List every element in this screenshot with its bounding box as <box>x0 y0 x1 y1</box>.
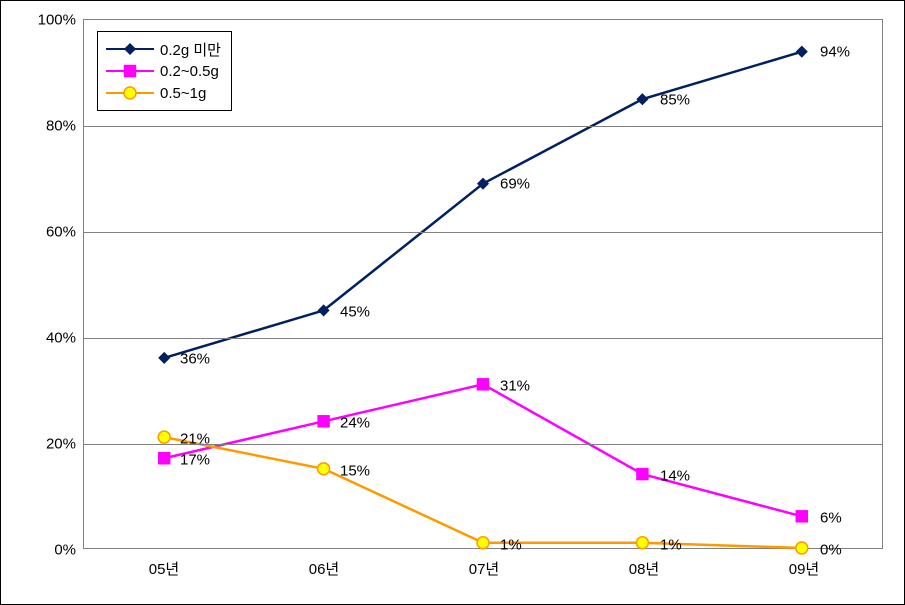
legend-marker-icon <box>122 41 138 57</box>
data-marker <box>637 469 648 480</box>
gridline-h <box>84 232 882 233</box>
legend-item: 0.2~0.5g <box>106 60 221 82</box>
data-label: 31% <box>500 377 530 394</box>
data-label: 0% <box>820 542 842 559</box>
y-tick-label: 40% <box>46 330 76 347</box>
y-tick-label: 100% <box>38 12 76 29</box>
legend-swatch <box>106 63 154 79</box>
series-line <box>164 384 802 516</box>
gridline-h <box>84 126 882 127</box>
data-label: 24% <box>340 414 370 431</box>
y-tick-label: 80% <box>46 118 76 135</box>
data-marker <box>796 511 807 522</box>
data-label: 85% <box>660 91 690 108</box>
x-tick-label: 09년 <box>789 558 820 579</box>
x-tick-label: 07년 <box>469 558 500 579</box>
data-marker <box>796 542 808 554</box>
data-label: 1% <box>660 536 682 553</box>
legend-label: 0.5~1g <box>160 85 206 102</box>
data-marker <box>797 47 807 57</box>
data-label: 17% <box>180 451 210 468</box>
legend-item: 0.5~1g <box>106 82 221 104</box>
legend-marker-icon <box>122 63 138 79</box>
legend-marker-icon <box>122 85 138 101</box>
x-tick-label: 05년 <box>149 558 180 579</box>
data-label: 45% <box>340 303 370 320</box>
legend-swatch <box>106 41 154 57</box>
data-label: 94% <box>820 43 850 60</box>
data-marker <box>158 431 170 443</box>
data-marker <box>125 44 135 54</box>
series-line <box>164 437 802 548</box>
y-tick-label: 60% <box>46 224 76 241</box>
data-marker <box>477 537 489 549</box>
legend-label: 0.2g 미만 <box>160 39 221 60</box>
data-marker <box>159 353 169 363</box>
data-label: 6% <box>820 510 842 527</box>
legend-item: 0.2g 미만 <box>106 38 221 60</box>
data-marker <box>637 94 647 104</box>
data-marker <box>636 537 648 549</box>
data-marker <box>478 379 489 390</box>
data-label: 15% <box>340 462 370 479</box>
y-tick-label: 0% <box>54 542 76 559</box>
data-label: 69% <box>500 176 530 193</box>
data-marker <box>318 416 329 427</box>
data-label: 14% <box>660 467 690 484</box>
legend-label: 0.2~0.5g <box>160 63 219 80</box>
data-marker <box>159 453 170 464</box>
series-line <box>164 52 802 358</box>
x-tick-label: 06년 <box>309 558 340 579</box>
data-marker <box>124 87 136 99</box>
data-label: 1% <box>500 536 522 553</box>
legend: 0.2g 미만 0.2~0.5g 0.5~1g <box>97 31 232 111</box>
y-tick-label: 20% <box>46 436 76 453</box>
data-marker <box>125 66 136 77</box>
gridline-h <box>84 338 882 339</box>
data-label: 21% <box>180 430 210 447</box>
data-marker <box>318 463 330 475</box>
legend-swatch <box>106 85 154 101</box>
chart-container: 0% 20% 40% 60% 80% 100% 05년 06년 07년 08년 09년 36% 45% 6… <box>0 0 905 605</box>
x-tick-label: 08년 <box>629 558 660 579</box>
data-label: 36% <box>180 351 210 368</box>
